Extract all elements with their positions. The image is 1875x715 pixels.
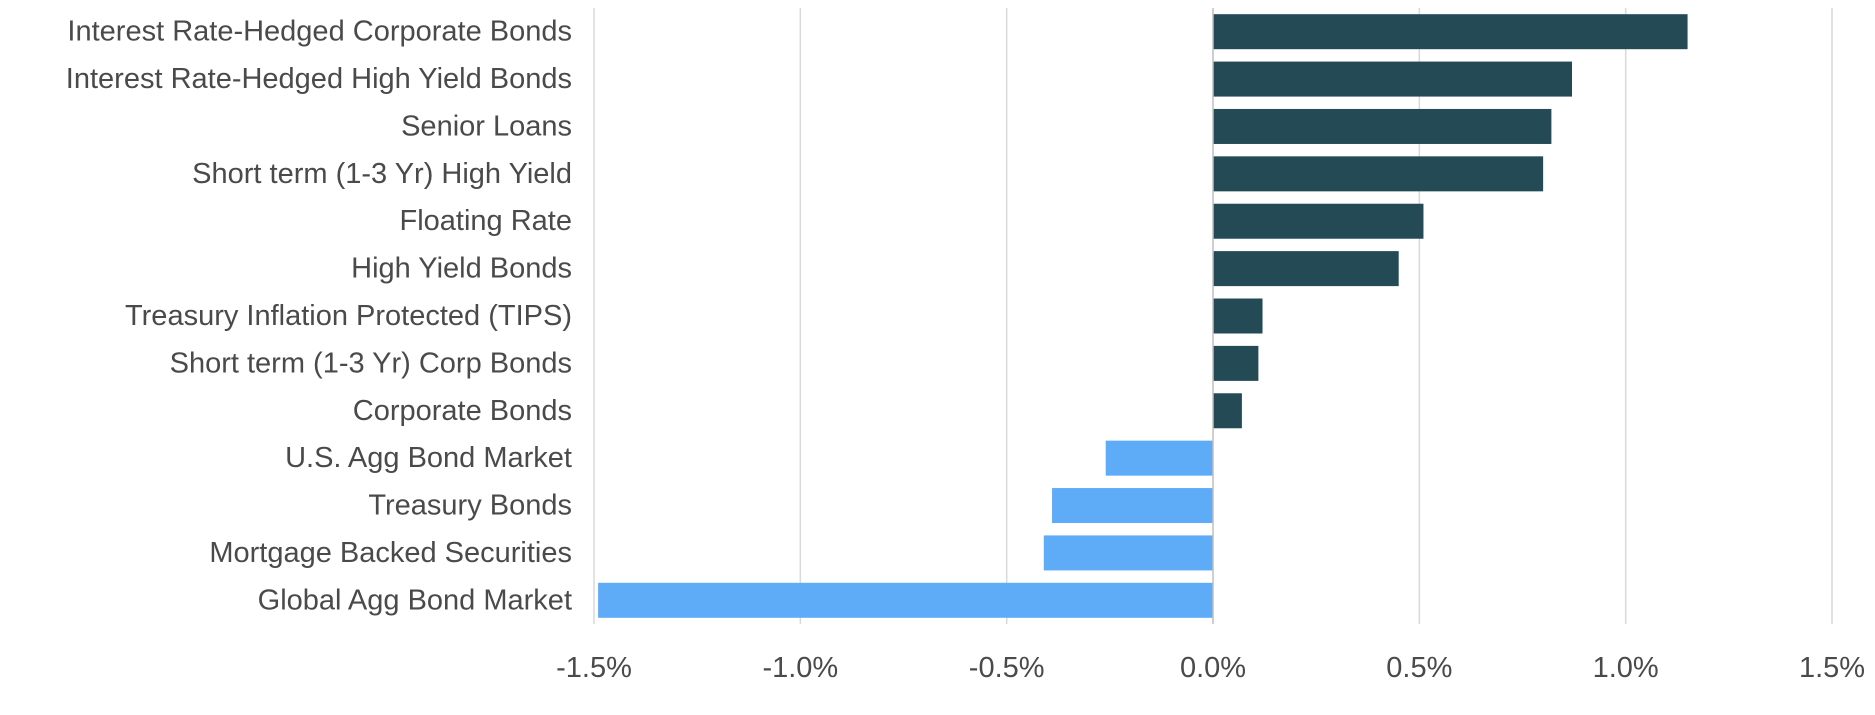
category-label: Senior Loans [401, 110, 572, 142]
x-tick-labels: -1.5% -1.0% -0.5% 0.0% 0.5% 1.0% 1.5% [556, 652, 1865, 684]
category-label: U.S. Agg Bond Market [285, 442, 572, 474]
bar [1213, 203, 1424, 239]
category-label: Treasury Inflation Protected (TIPS) [125, 300, 572, 332]
bar [1213, 156, 1544, 192]
category-label: Short term (1-3 Yr) High Yield [192, 158, 572, 190]
bar [1213, 251, 1399, 287]
bar [1043, 535, 1213, 571]
x-tick-label: 1.0% [1593, 652, 1659, 684]
bar [1052, 488, 1213, 524]
category-label: Interest Rate-Hedged Corporate Bonds [67, 16, 572, 48]
x-tick-label: -1.5% [556, 652, 632, 684]
x-tick-label: 0.0% [1180, 652, 1246, 684]
x-tick-label: 1.5% [1799, 652, 1865, 684]
bars [598, 14, 1688, 618]
x-tick-label: -1.0% [762, 652, 838, 684]
bar [1213, 345, 1259, 381]
bar [1213, 61, 1573, 97]
bar [1213, 108, 1552, 144]
bar [1213, 14, 1688, 50]
category-label: Short term (1-3 Yr) Corp Bonds [170, 347, 572, 379]
x-tick-label: 0.5% [1386, 652, 1452, 684]
category-label: Corporate Bonds [353, 395, 572, 427]
category-label: Interest Rate-Hedged High Yield Bonds [66, 63, 572, 95]
bar [1213, 298, 1263, 334]
bar [598, 582, 1213, 618]
bar [1213, 393, 1242, 429]
category-label: Global Agg Bond Market [258, 584, 572, 616]
category-label: High Yield Bonds [351, 253, 572, 285]
category-label: Floating Rate [400, 205, 573, 237]
x-tick-label: -0.5% [969, 652, 1045, 684]
bar [1105, 440, 1213, 476]
category-label: Mortgage Backed Securities [209, 537, 572, 569]
category-labels: Interest Rate-Hedged Corporate Bonds Inte… [66, 16, 572, 617]
category-label: Treasury Bonds [368, 490, 572, 522]
